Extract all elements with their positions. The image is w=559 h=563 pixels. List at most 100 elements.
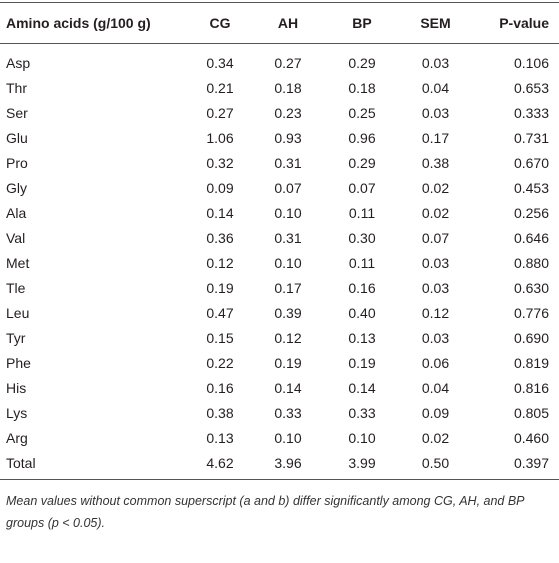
cell: 0.30 <box>348 229 376 246</box>
header-cell: P-value <box>473 2 559 44</box>
cell: 0.33 <box>274 404 302 421</box>
cell: 0.880 <box>513 254 549 271</box>
table-row: Total 4.62 3.96 3.99 0.50 0.397 <box>0 450 559 480</box>
cell: 0.31 <box>274 154 302 171</box>
cell: 0.04 <box>421 79 450 96</box>
table-row: Pro 0.32 0.31 0.29 0.38 0.670 <box>0 150 559 175</box>
cell: 0.18 <box>274 79 302 96</box>
table-row: Tle 0.19 0.17 0.16 0.03 0.630 <box>0 275 559 300</box>
cell: 0.93 <box>274 129 302 146</box>
cell: 0.690 <box>513 329 549 346</box>
cell: 0.10 <box>348 429 376 446</box>
cell: 0.333 <box>513 104 549 121</box>
cell: 0.34 <box>206 54 234 71</box>
cell: 0.12 <box>274 329 302 346</box>
cell: 0.03 <box>421 279 450 296</box>
cell: 0.819 <box>513 354 549 371</box>
cell: 0.731 <box>513 129 549 146</box>
cell: 0.15 <box>206 329 234 346</box>
cell: 0.16 <box>206 379 234 396</box>
cell: 0.16 <box>348 279 376 296</box>
cell: 0.630 <box>513 279 549 296</box>
table-row: Leu 0.47 0.39 0.40 0.12 0.776 <box>0 300 559 325</box>
cell: 0.03 <box>421 104 450 121</box>
table-row: Gly 0.09 0.07 0.07 0.02 0.453 <box>0 175 559 200</box>
header-cell: CG <box>190 2 250 44</box>
cell: 0.27 <box>274 54 302 71</box>
cell: 0.09 <box>421 404 450 421</box>
cell: 0.21 <box>206 79 234 96</box>
cell: 3.96 <box>250 450 326 480</box>
header-cell: AH <box>250 2 326 44</box>
table-row: His 0.16 0.14 0.14 0.04 0.816 <box>0 375 559 400</box>
cell: 0.36 <box>206 229 234 246</box>
cell: 0.50 <box>398 450 473 480</box>
cell: 0.12 <box>421 304 450 321</box>
table-header: Amino acids (g/100 g) CG AH BP SEM P-value <box>0 2 559 44</box>
cell: 0.29 <box>348 54 376 71</box>
cell: 0.106 <box>513 54 549 71</box>
header-row: Amino acids (g/100 g) CG AH BP SEM P-value <box>0 2 559 44</box>
cell: 0.33 <box>348 404 376 421</box>
cell: 0.653 <box>513 79 549 96</box>
cell: 0.11 <box>348 254 376 271</box>
cell: 0.29 <box>348 154 376 171</box>
row-label: Ser <box>6 104 28 121</box>
row-label: Ala <box>6 204 27 221</box>
cell: 4.62 <box>190 450 250 480</box>
cell: 3.99 <box>326 450 398 480</box>
cell: 0.14 <box>206 204 234 221</box>
table-body: Asp 0.34 0.27 0.29 0.03 0.106 Thr 0.21 0.18 0.18 0… <box>0 44 559 480</box>
cell: 0.04 <box>421 379 450 396</box>
cell: 0.646 <box>513 229 549 246</box>
row-label: Met <box>6 254 30 271</box>
cell: 0.18 <box>348 79 376 96</box>
row-label: Leu <box>6 304 30 321</box>
cell: 0.03 <box>421 254 450 271</box>
row-label: Tyr <box>6 329 26 346</box>
cell: 0.13 <box>206 429 234 446</box>
table-row: Thr 0.21 0.18 0.18 0.04 0.653 <box>0 75 559 100</box>
cell: 0.38 <box>421 154 450 171</box>
cell: 0.460 <box>513 429 549 446</box>
header-cell: Amino acids (g/100 g) <box>0 2 190 44</box>
table-row: Asp 0.34 0.27 0.29 0.03 0.106 <box>0 44 559 76</box>
cell: 0.10 <box>274 429 302 446</box>
row-label: Phe <box>6 354 31 371</box>
header-cell: BP <box>326 2 398 44</box>
row-label: Pro <box>6 154 28 171</box>
table-row: Tyr 0.15 0.12 0.13 0.03 0.690 <box>0 325 559 350</box>
cell: 0.31 <box>274 229 302 246</box>
cell: 0.02 <box>421 204 450 221</box>
cell: 1.06 <box>206 129 234 146</box>
cell: 0.453 <box>513 179 549 196</box>
cell: 0.32 <box>206 154 234 171</box>
cell: 0.397 <box>473 450 559 480</box>
cell: 0.39 <box>274 304 302 321</box>
cell: 0.96 <box>348 129 376 146</box>
cell: 0.07 <box>274 179 302 196</box>
cell: 0.06 <box>421 354 450 371</box>
cell: 0.19 <box>206 279 234 296</box>
row-label: Arg <box>6 429 28 446</box>
cell: 0.07 <box>421 229 450 246</box>
cell: 0.23 <box>274 104 302 121</box>
cell: 0.19 <box>348 354 376 371</box>
cell: 0.25 <box>348 104 376 121</box>
cell: 0.09 <box>206 179 234 196</box>
cell: 0.805 <box>513 404 549 421</box>
cell: 0.670 <box>513 154 549 171</box>
footnote: Mean values without common superscript (… <box>6 494 525 530</box>
cell: 0.256 <box>513 204 549 221</box>
cell: 0.17 <box>421 129 450 146</box>
row-label: Lys <box>6 404 28 421</box>
table-row: Met 0.12 0.10 0.11 0.03 0.880 <box>0 250 559 275</box>
cell: 0.38 <box>206 404 234 421</box>
cell: 0.40 <box>348 304 376 321</box>
cell: 0.22 <box>206 354 234 371</box>
row-label: Asp <box>6 54 31 71</box>
cell: 0.12 <box>206 254 234 271</box>
cell: 0.02 <box>421 429 450 446</box>
row-label: His <box>6 379 27 396</box>
cell: 0.03 <box>421 329 450 346</box>
